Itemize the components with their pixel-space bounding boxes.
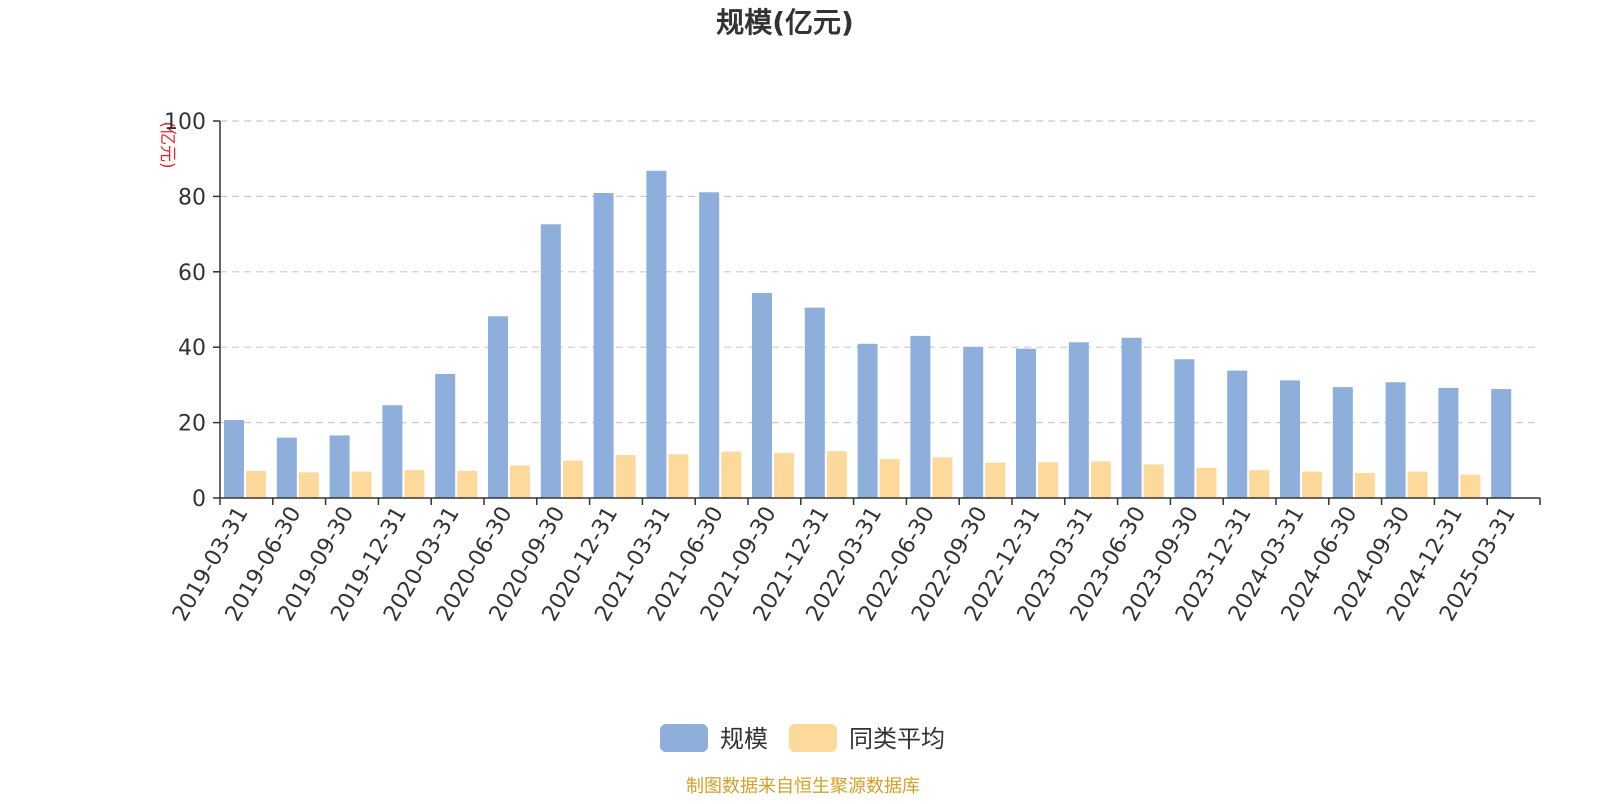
bar-category-average-2020-12-31 xyxy=(615,455,636,498)
bar-scale-2022-03-31 xyxy=(857,343,878,498)
y-tick-label-80: 80 xyxy=(178,185,206,210)
bar-scale-2024-03-31 xyxy=(1280,380,1300,498)
bar-category-average-2022-06-30 xyxy=(932,457,953,498)
bar-scale-2021-09-30 xyxy=(752,292,772,498)
bar-category-average-2023-06-30 xyxy=(1143,464,1164,498)
bar-category-average-2021-09-30 xyxy=(774,453,794,498)
bar-category-average-2020-06-30 xyxy=(510,465,530,498)
legend-item-scale[interactable]: 规模 xyxy=(660,724,768,753)
y-tick-label-100: 100 xyxy=(164,110,206,135)
bar-scale-2025-03-31 xyxy=(1491,389,1512,498)
bar-scale-2019-09-30 xyxy=(329,435,350,498)
y-tick-label-60: 60 xyxy=(178,261,206,286)
bar-scale-2021-03-31 xyxy=(646,170,667,498)
bar-category-average-2024-06-30 xyxy=(1354,473,1375,498)
bar-category-average-2022-12-31 xyxy=(1038,462,1058,498)
legend-label-scale: 规模 xyxy=(720,725,768,753)
bar-scale-2020-12-31 xyxy=(593,193,614,498)
y-axis-unit-label: (亿元) xyxy=(157,121,177,168)
legend-swatch-scale xyxy=(660,724,708,752)
bar-category-average-2021-12-31 xyxy=(826,451,847,498)
bar-scale-2023-09-30 xyxy=(1174,359,1195,498)
bar-scale-2024-09-30 xyxy=(1385,382,1406,498)
bar-scale-2024-12-31 xyxy=(1438,387,1459,498)
bar-category-average-2023-12-31 xyxy=(1249,470,1270,498)
bar-category-average-2022-09-30 xyxy=(985,462,1006,498)
bar-category-average-2022-03-31 xyxy=(879,459,900,498)
bar-category-average-2020-03-31 xyxy=(457,470,478,498)
bar-category-average-2024-12-31 xyxy=(1460,474,1481,498)
bar-category-average-2024-03-31 xyxy=(1302,471,1322,498)
bar-scale-2023-06-30 xyxy=(1121,337,1142,498)
bar-category-average-2023-03-31 xyxy=(1090,461,1111,498)
bar-scale-2019-03-31 xyxy=(224,419,244,498)
bar-scale-2020-03-31 xyxy=(435,373,456,498)
bar-scale-2020-06-30 xyxy=(488,316,508,498)
bar-scale-2023-12-31 xyxy=(1227,370,1248,498)
bar-category-average-2019-09-30 xyxy=(351,471,372,498)
bar-scale-2020-09-30 xyxy=(540,224,561,498)
bar-scale-2021-12-31 xyxy=(804,307,825,498)
legend-item-category-average[interactable]: 同类平均 xyxy=(789,724,945,753)
bar-scale-2022-06-30 xyxy=(910,335,931,498)
y-tick-label-40: 40 xyxy=(178,336,206,361)
bar-category-average-2023-09-30 xyxy=(1196,467,1217,498)
bar-scale-2019-06-30 xyxy=(276,437,297,498)
grid-lines xyxy=(220,120,1540,424)
bar-category-average-2019-06-30 xyxy=(298,472,319,498)
axes xyxy=(213,120,1541,505)
bar-category-average-2019-12-31 xyxy=(404,470,425,498)
y-tick-label-0: 0 xyxy=(192,487,206,512)
bar-category-average-2024-09-30 xyxy=(1407,471,1428,498)
legend-swatch-category-average xyxy=(789,724,837,752)
bar-scale-2024-06-30 xyxy=(1332,387,1353,498)
y-tick-labels: 0 20 40 60 80 100 xyxy=(164,110,206,512)
bar-scale-2021-06-30 xyxy=(699,192,720,499)
data-source-note: 制图数据来自恒生聚源数据库 xyxy=(686,776,920,797)
bar-scale-2023-03-31 xyxy=(1068,342,1089,498)
bar-category-average-2021-06-30 xyxy=(721,451,742,498)
bar-scale-2022-12-31 xyxy=(1016,348,1036,498)
x-tick-labels: 2019-03-312019-06-302019-09-302019-12-31… xyxy=(168,503,1521,626)
bar-category-average-2020-09-30 xyxy=(562,460,583,498)
bar-scale-2022-09-30 xyxy=(963,346,984,498)
bar-category-average-2019-03-31 xyxy=(246,470,266,498)
y-tick-label-20: 20 xyxy=(178,412,206,437)
bar-scale-2019-12-31 xyxy=(382,405,403,498)
chart-title: 规模(亿元) xyxy=(716,6,854,39)
bars xyxy=(224,170,1512,499)
legend-label-category-average: 同类平均 xyxy=(849,725,945,753)
bar-category-average-2021-03-31 xyxy=(668,454,689,498)
legend: 规模 同类平均 xyxy=(660,724,945,753)
